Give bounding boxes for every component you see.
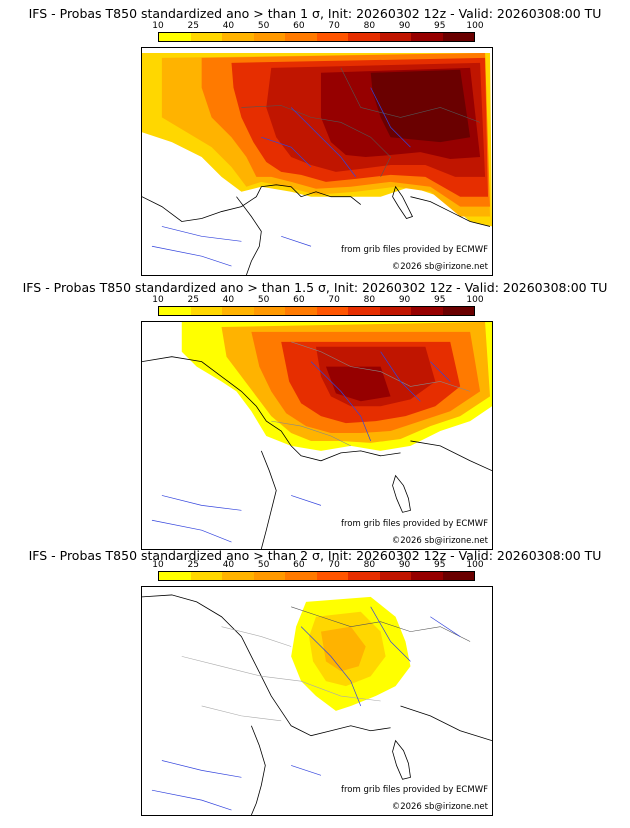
panel-title: IFS - Probas T850 standardized ano > tha… [28,548,602,563]
colorbar-label: 60 [293,295,305,305]
colorbar-label: 50 [257,21,270,31]
colorbar-segment [379,572,411,580]
copyright: ©2026 sb@irizone.net [391,536,488,546]
colorbar-label: 95 [434,295,446,305]
colorbar-labels: 10 25 40 50 60 70 80 90 95 100 [152,21,483,32]
colorbar-label: 70 [328,295,340,305]
colorbar-label: 25 [187,560,199,570]
colorbar-segment [411,33,443,41]
copyright: ©2026 sb@irizone.net [391,802,488,812]
colorbar-label: 40 [222,21,235,31]
colorbar [158,571,475,581]
colorbar-segment [316,307,348,315]
panel-title: IFS - Probas T850 standardized ano > tha… [28,6,602,21]
colorbar-label: 50 [257,295,270,305]
colorbar-label: 50 [257,560,270,570]
colorbar-label: 10 [152,21,164,31]
colorbar-segment [379,33,411,41]
colorbar-segment [222,572,254,580]
panel-2: IFS - Probas T850 standardized ano > tha… [0,274,630,550]
colorbar-label: 80 [363,21,376,31]
colorbar-segment [348,572,380,580]
panel-1: IFS - Probas T850 standardized ano > tha… [0,0,630,276]
colorbar-segment [411,572,443,580]
colorbar-label: 95 [434,560,446,570]
colorbar-label: 60 [293,21,305,31]
colorbar-segment [222,307,254,315]
colorbar-label: 40 [222,560,235,570]
colorbar-label: 70 [328,21,340,31]
copyright: ©2026 sb@irizone.net [391,262,488,272]
colorbar-label: 70 [328,560,340,570]
colorbar-segment [253,33,285,41]
colorbar-label: 10 [152,560,164,570]
panel-title: IFS - Probas T850 standardized ano > tha… [22,280,608,295]
probability-map: from grib files provided by ECMWF ©2026 … [141,586,493,816]
colorbar-segment [411,307,443,315]
colorbar-segment [316,572,348,580]
colorbar-segment [442,572,474,580]
colorbar-segment [222,33,254,41]
colorbar-segment [190,33,222,41]
colorbar-segment [442,33,474,41]
colorbar-label: 90 [398,21,411,31]
colorbar-label: 100 [466,560,484,570]
colorbar-label: 80 [363,295,376,305]
colorbar-segment [316,33,348,41]
colorbar-segment [348,307,380,315]
colorbar-segment [190,307,222,315]
colorbar-segment [285,307,317,315]
colorbar-segment [190,572,222,580]
colorbar-label: 60 [293,560,305,570]
grib-credit: from grib files provided by ECMWF [341,245,488,255]
colorbar-segment [379,307,411,315]
colorbar-labels: 10 25 40 50 60 70 80 90 95 100 [152,560,483,571]
colorbar-label: 80 [363,560,376,570]
colorbar-label: 25 [187,295,199,305]
colorbar-label: 25 [187,21,199,31]
colorbar-label: 10 [152,295,164,305]
grib-credit: from grib files provided by ECMWF [341,519,488,529]
colorbar-segment [285,572,317,580]
colorbar-segment [253,572,285,580]
colorbar-label: 90 [398,295,411,305]
probability-map: from grib files provided by ECMWF ©2026 … [141,321,493,550]
colorbar [158,32,475,42]
colorbar-label: 90 [398,560,411,570]
colorbar-segment [285,33,317,41]
colorbar-segment [159,33,191,41]
colorbar-label: 100 [466,295,484,305]
panel-3: IFS - Probas T850 standardized ano > tha… [0,548,630,824]
colorbar-label: 40 [222,295,235,305]
colorbar-labels: 10 25 40 50 60 70 80 90 95 100 [152,295,483,306]
colorbar [158,306,475,316]
probability-map: from grib files provided by ECMWF ©2026 … [141,47,493,276]
colorbar-segment [348,33,380,41]
grib-credit: from grib files provided by ECMWF [341,785,488,795]
colorbar-segment [442,307,474,315]
colorbar-label: 100 [466,21,484,31]
colorbar-segment [159,572,191,580]
colorbar-segment [159,307,191,315]
colorbar-label: 95 [434,21,446,31]
colorbar-segment [253,307,285,315]
